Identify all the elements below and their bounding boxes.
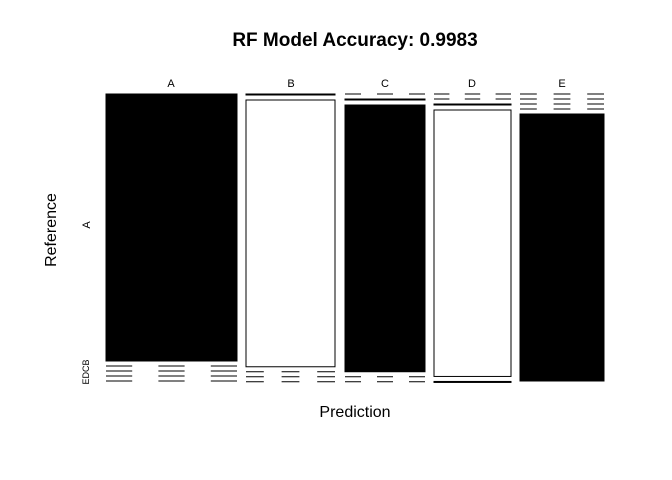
x-tick-labels: A B C D E [167,78,565,90]
y-axis-label: Reference [43,193,60,267]
x-axis-label: Prediction [319,404,390,421]
y-tick-label-edcb: EDCB [81,359,91,384]
tile-ref-b-pred-b [245,99,336,368]
tile-ref-e-pred-e [519,113,605,382]
tile-ref-e-pred-d [433,380,512,383]
tile-ref-a-pred-a [105,93,238,362]
y-tick-label-a: A [81,221,93,229]
tile-ref-d-pred-d [433,109,512,377]
x-tick-label-d: D [468,78,476,90]
mosaic-tiles [105,93,605,383]
x-tick-label-c: C [381,78,389,90]
tile-ref-c-pred-d [433,103,512,106]
x-tick-label-a: A [167,78,175,90]
x-tick-label-e: E [558,78,565,90]
tile-ref-a-pred-b [245,93,336,96]
tile-ref-c-pred-c [344,104,426,373]
tile-ref-b-pred-c [344,98,426,101]
x-tick-label-b: B [287,78,294,90]
chart-title: RF Model Accuracy: 0.9983 [232,30,477,51]
